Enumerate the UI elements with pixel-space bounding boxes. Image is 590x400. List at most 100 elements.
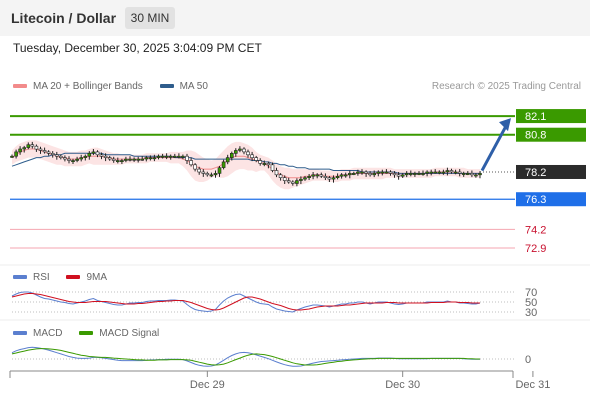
candle <box>421 170 425 176</box>
rsi-swatch <box>13 275 27 280</box>
candle <box>225 154 230 165</box>
candle <box>181 154 185 160</box>
candle <box>50 151 55 158</box>
candle-body <box>372 173 377 176</box>
level-label-box <box>516 192 586 207</box>
candle <box>128 156 132 162</box>
candle-body <box>339 174 344 177</box>
candle-body <box>478 173 482 176</box>
level-label: 80.8 <box>525 130 546 142</box>
candle <box>470 170 474 178</box>
candle-body <box>413 173 417 175</box>
candle <box>327 176 332 182</box>
candle <box>413 171 417 177</box>
candle-body <box>201 171 206 174</box>
candle-body <box>400 174 405 177</box>
candle-body <box>144 157 149 160</box>
candle <box>266 161 271 169</box>
candle-body <box>99 154 104 157</box>
candle-body <box>193 164 197 170</box>
candle-body <box>132 158 136 161</box>
candle-body <box>217 167 222 174</box>
candle <box>453 169 458 175</box>
candle <box>79 154 83 162</box>
candle <box>461 171 466 177</box>
candle <box>364 170 368 177</box>
candle-body <box>63 157 67 160</box>
candle <box>368 171 372 177</box>
candle-body <box>54 154 59 157</box>
candle-body <box>388 171 393 174</box>
level-82-1: 82.1 <box>10 109 586 124</box>
candle <box>144 155 149 162</box>
candle-body <box>177 155 181 158</box>
candle <box>290 180 295 186</box>
candle-body <box>408 173 413 175</box>
candle <box>213 170 218 178</box>
interval-button[interactable]: 30 MIN <box>125 7 175 29</box>
x-tick-label: Dec 31 <box>515 379 550 391</box>
macd-signal-swatch <box>79 331 94 336</box>
candle-body <box>136 158 140 161</box>
candle <box>404 171 409 178</box>
candle <box>75 156 79 163</box>
level-label: 82.1 <box>525 111 546 123</box>
candle-body <box>417 173 421 175</box>
candle <box>282 175 287 184</box>
candle-body <box>30 144 35 147</box>
candle-body <box>58 155 63 158</box>
candle-body <box>128 158 132 161</box>
legend-item-macd-signal: MACD Signal <box>79 328 159 339</box>
candle <box>209 172 214 178</box>
candle <box>319 172 324 178</box>
candle <box>140 156 144 161</box>
candle-body <box>18 148 22 153</box>
candle-body <box>185 155 189 161</box>
candle-body <box>156 155 161 158</box>
bollinger-legend-label: MA 20 + Bollinger Bands <box>33 81 143 92</box>
candle-body <box>152 157 157 160</box>
candle <box>107 155 112 161</box>
legend-item-rsi-ma: 9MA <box>66 272 107 283</box>
candle <box>124 156 128 163</box>
macd-signal-line <box>11 348 480 366</box>
candle-body <box>148 157 153 160</box>
candle-body <box>278 174 283 179</box>
candle <box>400 173 405 178</box>
candle <box>87 151 92 160</box>
bollinger-bands <box>11 140 480 190</box>
candle-body <box>360 171 364 174</box>
credit-label: Research © 2025 Trading Central <box>431 81 581 92</box>
candle <box>238 146 242 153</box>
candle <box>246 149 250 158</box>
candle <box>148 155 153 161</box>
candle <box>270 162 275 173</box>
candle <box>91 149 96 156</box>
header-bar: Litecoin / Dollar 30 MIN <box>0 0 590 36</box>
candle-body <box>445 170 450 173</box>
candle-body <box>351 173 356 175</box>
candle-body <box>14 151 18 157</box>
candle <box>339 173 344 179</box>
candle <box>384 169 389 174</box>
candle-body <box>103 155 108 158</box>
candle-body <box>10 155 14 158</box>
candle-body <box>315 174 320 177</box>
rsi-legend: RSI 9MA <box>13 272 121 283</box>
candle-body <box>396 174 401 177</box>
price-legend: MA 20 + Bollinger Bands MA 50 <box>13 81 222 92</box>
price-levels: 82.1 80.8 78.2 76.3 74.2 72.9 <box>10 109 586 255</box>
candle <box>18 146 22 155</box>
macd-tick-label: 0 <box>525 354 531 366</box>
candle <box>168 154 173 160</box>
macd-line <box>11 346 480 367</box>
candle <box>465 171 470 176</box>
candle-body <box>230 153 234 158</box>
candle <box>71 158 75 164</box>
legend-item-macd: MACD <box>13 328 62 339</box>
candle-body <box>173 155 177 158</box>
candle <box>30 141 35 149</box>
candle-body <box>429 171 434 174</box>
